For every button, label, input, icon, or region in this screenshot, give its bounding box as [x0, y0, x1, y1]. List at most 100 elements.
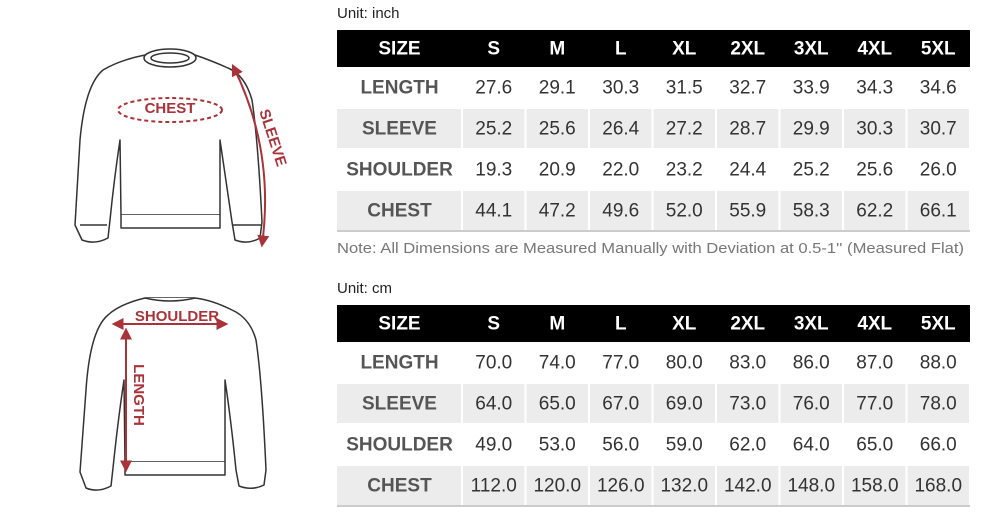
cell-bg: [780, 150, 842, 189]
cell-value: 30.3: [856, 119, 893, 140]
cell-value: 25.6: [856, 160, 893, 181]
header-row: [337, 305, 970, 342]
header-cell: 4XL: [857, 314, 892, 335]
cell-value: 74.0: [539, 353, 576, 374]
cell-bg: [526, 384, 588, 423]
cell-value: 29.1: [539, 78, 576, 99]
cell-bg: [653, 191, 715, 230]
row-label: SLEEVE: [362, 394, 437, 415]
cell-bg: [590, 384, 652, 423]
cell-bg: [717, 191, 779, 230]
tables: Unit: inch SIZE S M L XL 2XL 3XL 4XL 5XL LENGTH 27.…: [337, 5, 970, 507]
cell-bg: [780, 191, 842, 230]
cell-value: 53.0: [539, 435, 576, 456]
cell-value: 32.7: [729, 78, 766, 99]
cell-value: 49.0: [475, 435, 512, 456]
header-cell: 3XL: [794, 39, 829, 60]
row-label: SLEEVE: [362, 119, 437, 140]
cell-bg: [463, 343, 525, 382]
cell-bg: [653, 68, 715, 107]
cell-value: 73.0: [729, 394, 766, 415]
cell-bg: [907, 384, 969, 423]
header-cell: 5XL: [921, 39, 956, 60]
header-cell: XL: [672, 314, 697, 335]
cell-bg: [844, 466, 906, 505]
cell-bg: [337, 68, 461, 107]
cell-bg: [717, 466, 779, 505]
cell-bg: [337, 109, 461, 148]
cell-value: 24.4: [729, 160, 766, 181]
cell-value: 23.2: [666, 160, 703, 181]
cell-bg: [780, 109, 842, 148]
cell-value: 77.0: [856, 394, 893, 415]
cell-bg: [526, 191, 588, 230]
cell-value: 25.6: [539, 119, 576, 140]
cell-value: 49.6: [602, 201, 639, 222]
cell-bg: [463, 109, 525, 148]
cell-bg: [844, 343, 906, 382]
cell-value: 44.1: [475, 201, 512, 222]
cell-bg: [463, 425, 525, 464]
header-cell: 5XL: [921, 314, 956, 335]
cell-value: 132.0: [660, 476, 708, 497]
header-cell: 2XL: [730, 39, 765, 60]
cell-bg: [590, 109, 652, 148]
row-label: SHOULDER: [346, 160, 453, 181]
header-cell: L: [615, 314, 627, 335]
cell-value: 86.0: [793, 353, 830, 374]
cell-value: 64.0: [793, 435, 830, 456]
cell-bg: [590, 150, 652, 189]
cell-bg: [717, 384, 779, 423]
header-cell: M: [549, 39, 565, 60]
cell-value: 30.3: [602, 78, 639, 99]
cell-value: 83.0: [729, 353, 766, 374]
row-label: CHEST: [367, 201, 432, 222]
cell-bg: [463, 384, 525, 423]
cell-bg: [844, 109, 906, 148]
cell-value: 66.0: [920, 435, 957, 456]
cell-bg: [590, 343, 652, 382]
cell-bg: [780, 466, 842, 505]
cell-value: 65.0: [856, 435, 893, 456]
chest-label: CHEST: [145, 100, 196, 117]
cell-value: 80.0: [666, 353, 703, 374]
cell-bg: [844, 68, 906, 107]
cell-bg: [907, 109, 969, 148]
cell-bg: [526, 150, 588, 189]
cell-bg: [463, 466, 525, 505]
cell-value: 158.0: [851, 476, 899, 497]
cell-value: 112.0: [471, 476, 517, 497]
cell-bg: [717, 150, 779, 189]
cell-bg: [526, 109, 588, 148]
cell-bg: [907, 466, 969, 505]
cell-value: 142.0: [724, 476, 772, 497]
row-label: CHEST: [367, 476, 432, 497]
cell-value: 47.2: [539, 201, 576, 222]
cell-bg: [590, 68, 652, 107]
length-label: LENGTH: [130, 364, 147, 426]
cell-bg: [463, 150, 525, 189]
cell-value: 19.3: [475, 160, 512, 181]
cell-bg: [653, 466, 715, 505]
unit-label: Unit: inch: [337, 5, 400, 22]
unit-label: Unit: cm: [337, 280, 392, 297]
header-cell: SIZE: [378, 314, 420, 335]
cell-bg: [526, 466, 588, 505]
cell-value: 120.0: [533, 476, 581, 497]
cell-bg: [463, 68, 525, 107]
cell-value: 88.0: [920, 353, 957, 374]
cell-value: 77.0: [602, 353, 639, 374]
cell-bg: [717, 109, 779, 148]
cell-bg: [780, 384, 842, 423]
cell-bg: [653, 384, 715, 423]
cell-value: 148.0: [787, 476, 835, 497]
cell-bg: [844, 150, 906, 189]
cell-bg: [907, 150, 969, 189]
cell-value: 34.6: [920, 78, 957, 99]
header-cell: S: [487, 39, 500, 60]
note: Note: All Dimensions are Measured Manual…: [337, 241, 964, 257]
cell-value: 31.5: [666, 78, 703, 99]
cell-bg: [526, 425, 588, 464]
cell-value: 30.7: [920, 119, 957, 140]
cell-value: 28.7: [729, 119, 766, 140]
